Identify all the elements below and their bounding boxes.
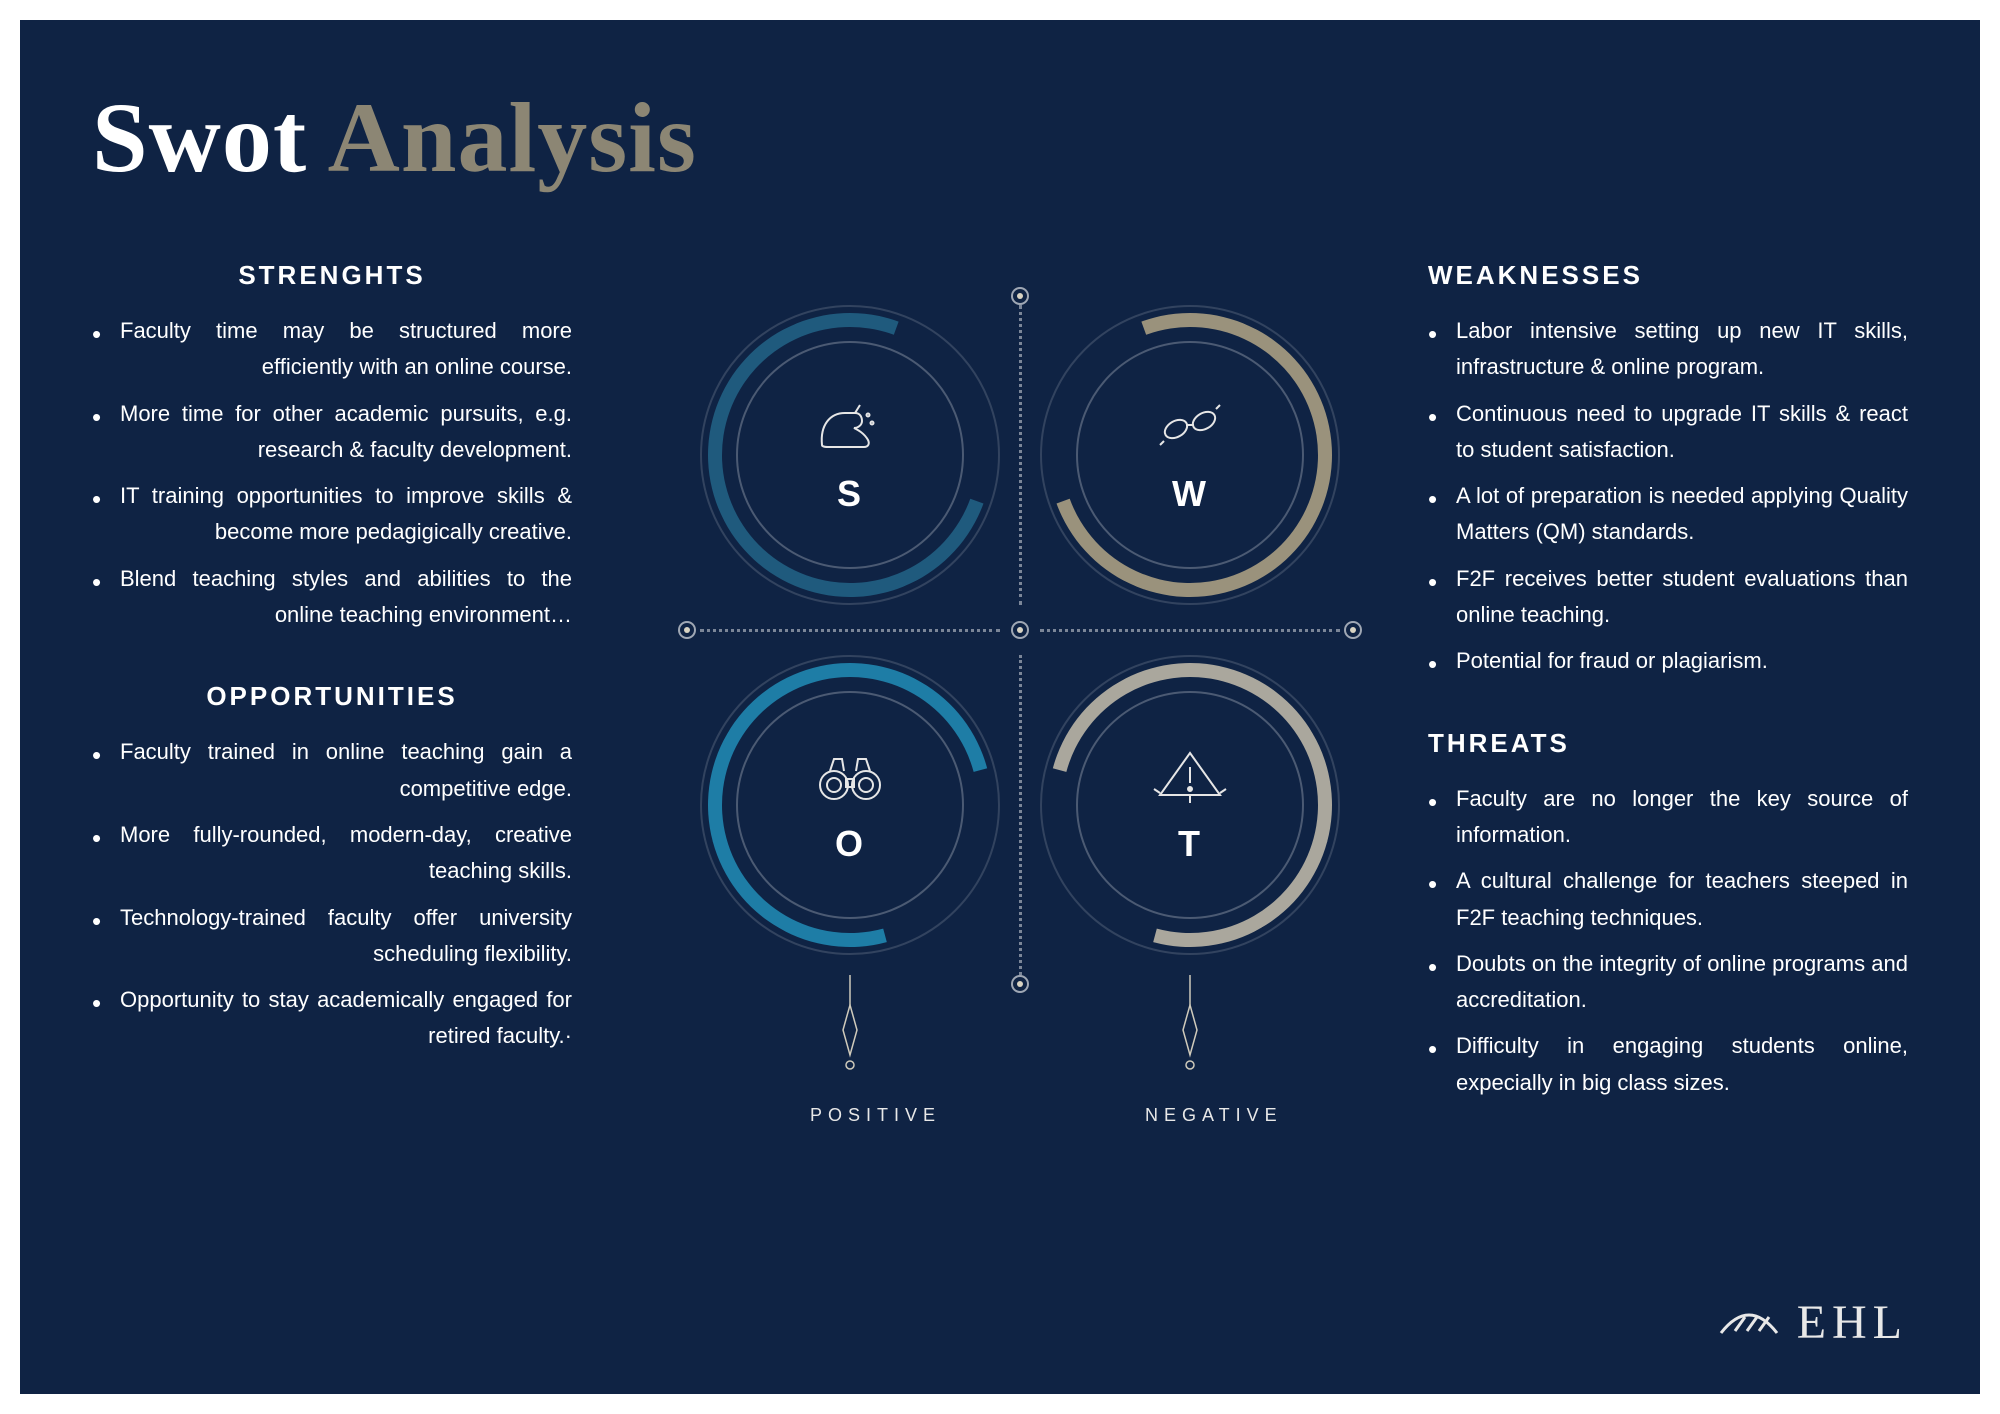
list-item: Labor intensive setting up new IT skills… [1428, 313, 1908, 386]
ring-letter: W [1172, 473, 1208, 515]
list-item: IT training opportunities to improve ski… [92, 478, 572, 551]
list-item: Faculty are no longer the key source of … [1428, 781, 1908, 854]
list-item: Technology-trained faculty offer univers… [92, 900, 572, 973]
pendulum-ornament [1175, 975, 1205, 1085]
list-item: Difficulty in engaging students online, … [1428, 1028, 1908, 1101]
list-item: More fully-rounded, modern-day, creative… [92, 817, 572, 890]
weaknesses-list: Labor intensive setting up new IT skills… [1428, 313, 1908, 680]
weaknesses-block: WEAKNESSES Labor intensive setting up ne… [1428, 260, 1908, 680]
threats-list: Faculty are no longer the key source of … [1428, 781, 1908, 1101]
logo-mark-icon [1717, 1303, 1781, 1343]
list-item: More time for other academic pursuits, e… [92, 396, 572, 469]
strengths-block: STRENGHTS Faculty time may be structured… [92, 260, 572, 633]
list-item: A cultural challenge for teachers steepe… [1428, 863, 1908, 936]
title-word-1: Swot [92, 82, 307, 193]
opportunities-heading: OPPORTUNITIES [92, 681, 572, 712]
connector-node [678, 621, 696, 639]
threats-block: THREATS Faculty are no longer the key so… [1428, 728, 1908, 1101]
connector-node [1011, 287, 1029, 305]
opportunities-block: OPPORTUNITIES Faculty trained in online … [92, 681, 572, 1054]
binoculars-icon [810, 745, 890, 805]
connector-dots [1040, 629, 1340, 632]
list-item: Continuous need to upgrade IT skills & r… [1428, 396, 1908, 469]
connector-node [1011, 975, 1029, 993]
strengths-heading: STRENGHTS [92, 260, 572, 291]
ring-letter: O [835, 823, 865, 865]
warning-triangle-icon [1150, 745, 1230, 805]
ring-letter: S [837, 473, 863, 515]
list-item: Potential for fraud or plagiarism. [1428, 643, 1908, 679]
list-item: F2F receives better student evaluations … [1428, 561, 1908, 634]
axis-negative: NEGATIVE [1145, 1105, 1283, 1126]
ring-letter: T [1178, 823, 1202, 865]
ring-opportunities: O [700, 655, 1000, 955]
ring-strengths: S [700, 305, 1000, 605]
strengths-list: Faculty time may be structured more effi… [92, 313, 572, 633]
axis-positive: POSITIVE [810, 1105, 941, 1126]
connector-dots [1019, 655, 1022, 975]
logo-text: EHL [1797, 1295, 1908, 1350]
page-title: Swot Analysis [92, 80, 697, 195]
pendulum-ornament [835, 975, 865, 1085]
list-item: Blend teaching styles and abilities to t… [92, 561, 572, 634]
swot-diagram: S W [660, 275, 1380, 1275]
connector-dots [700, 629, 1000, 632]
list-item: Doubts on the integrity of online progra… [1428, 946, 1908, 1019]
swot-infographic: Swot Analysis STRENGHTS Faculty time may… [20, 20, 1980, 1394]
connector-node [1011, 621, 1029, 639]
flex-arm-icon [810, 395, 890, 455]
broken-chain-icon [1150, 395, 1230, 455]
threats-heading: THREATS [1428, 728, 1908, 759]
list-item: Opportunity to stay academically engaged… [92, 982, 572, 1055]
list-item: A lot of preparation is needed applying … [1428, 478, 1908, 551]
weaknesses-heading: WEAKNESSES [1428, 260, 1908, 291]
ring-weaknesses: W [1040, 305, 1340, 605]
title-word-2: Analysis [328, 82, 697, 193]
connector-node [1344, 621, 1362, 639]
list-item: Faculty trained in online teaching gain … [92, 734, 572, 807]
connector-dots [1019, 305, 1022, 605]
opportunities-list: Faculty trained in online teaching gain … [92, 734, 572, 1054]
brand-logo: EHL [1717, 1295, 1908, 1350]
ring-threats: T [1040, 655, 1340, 955]
list-item: Faculty time may be structured more effi… [92, 313, 572, 386]
